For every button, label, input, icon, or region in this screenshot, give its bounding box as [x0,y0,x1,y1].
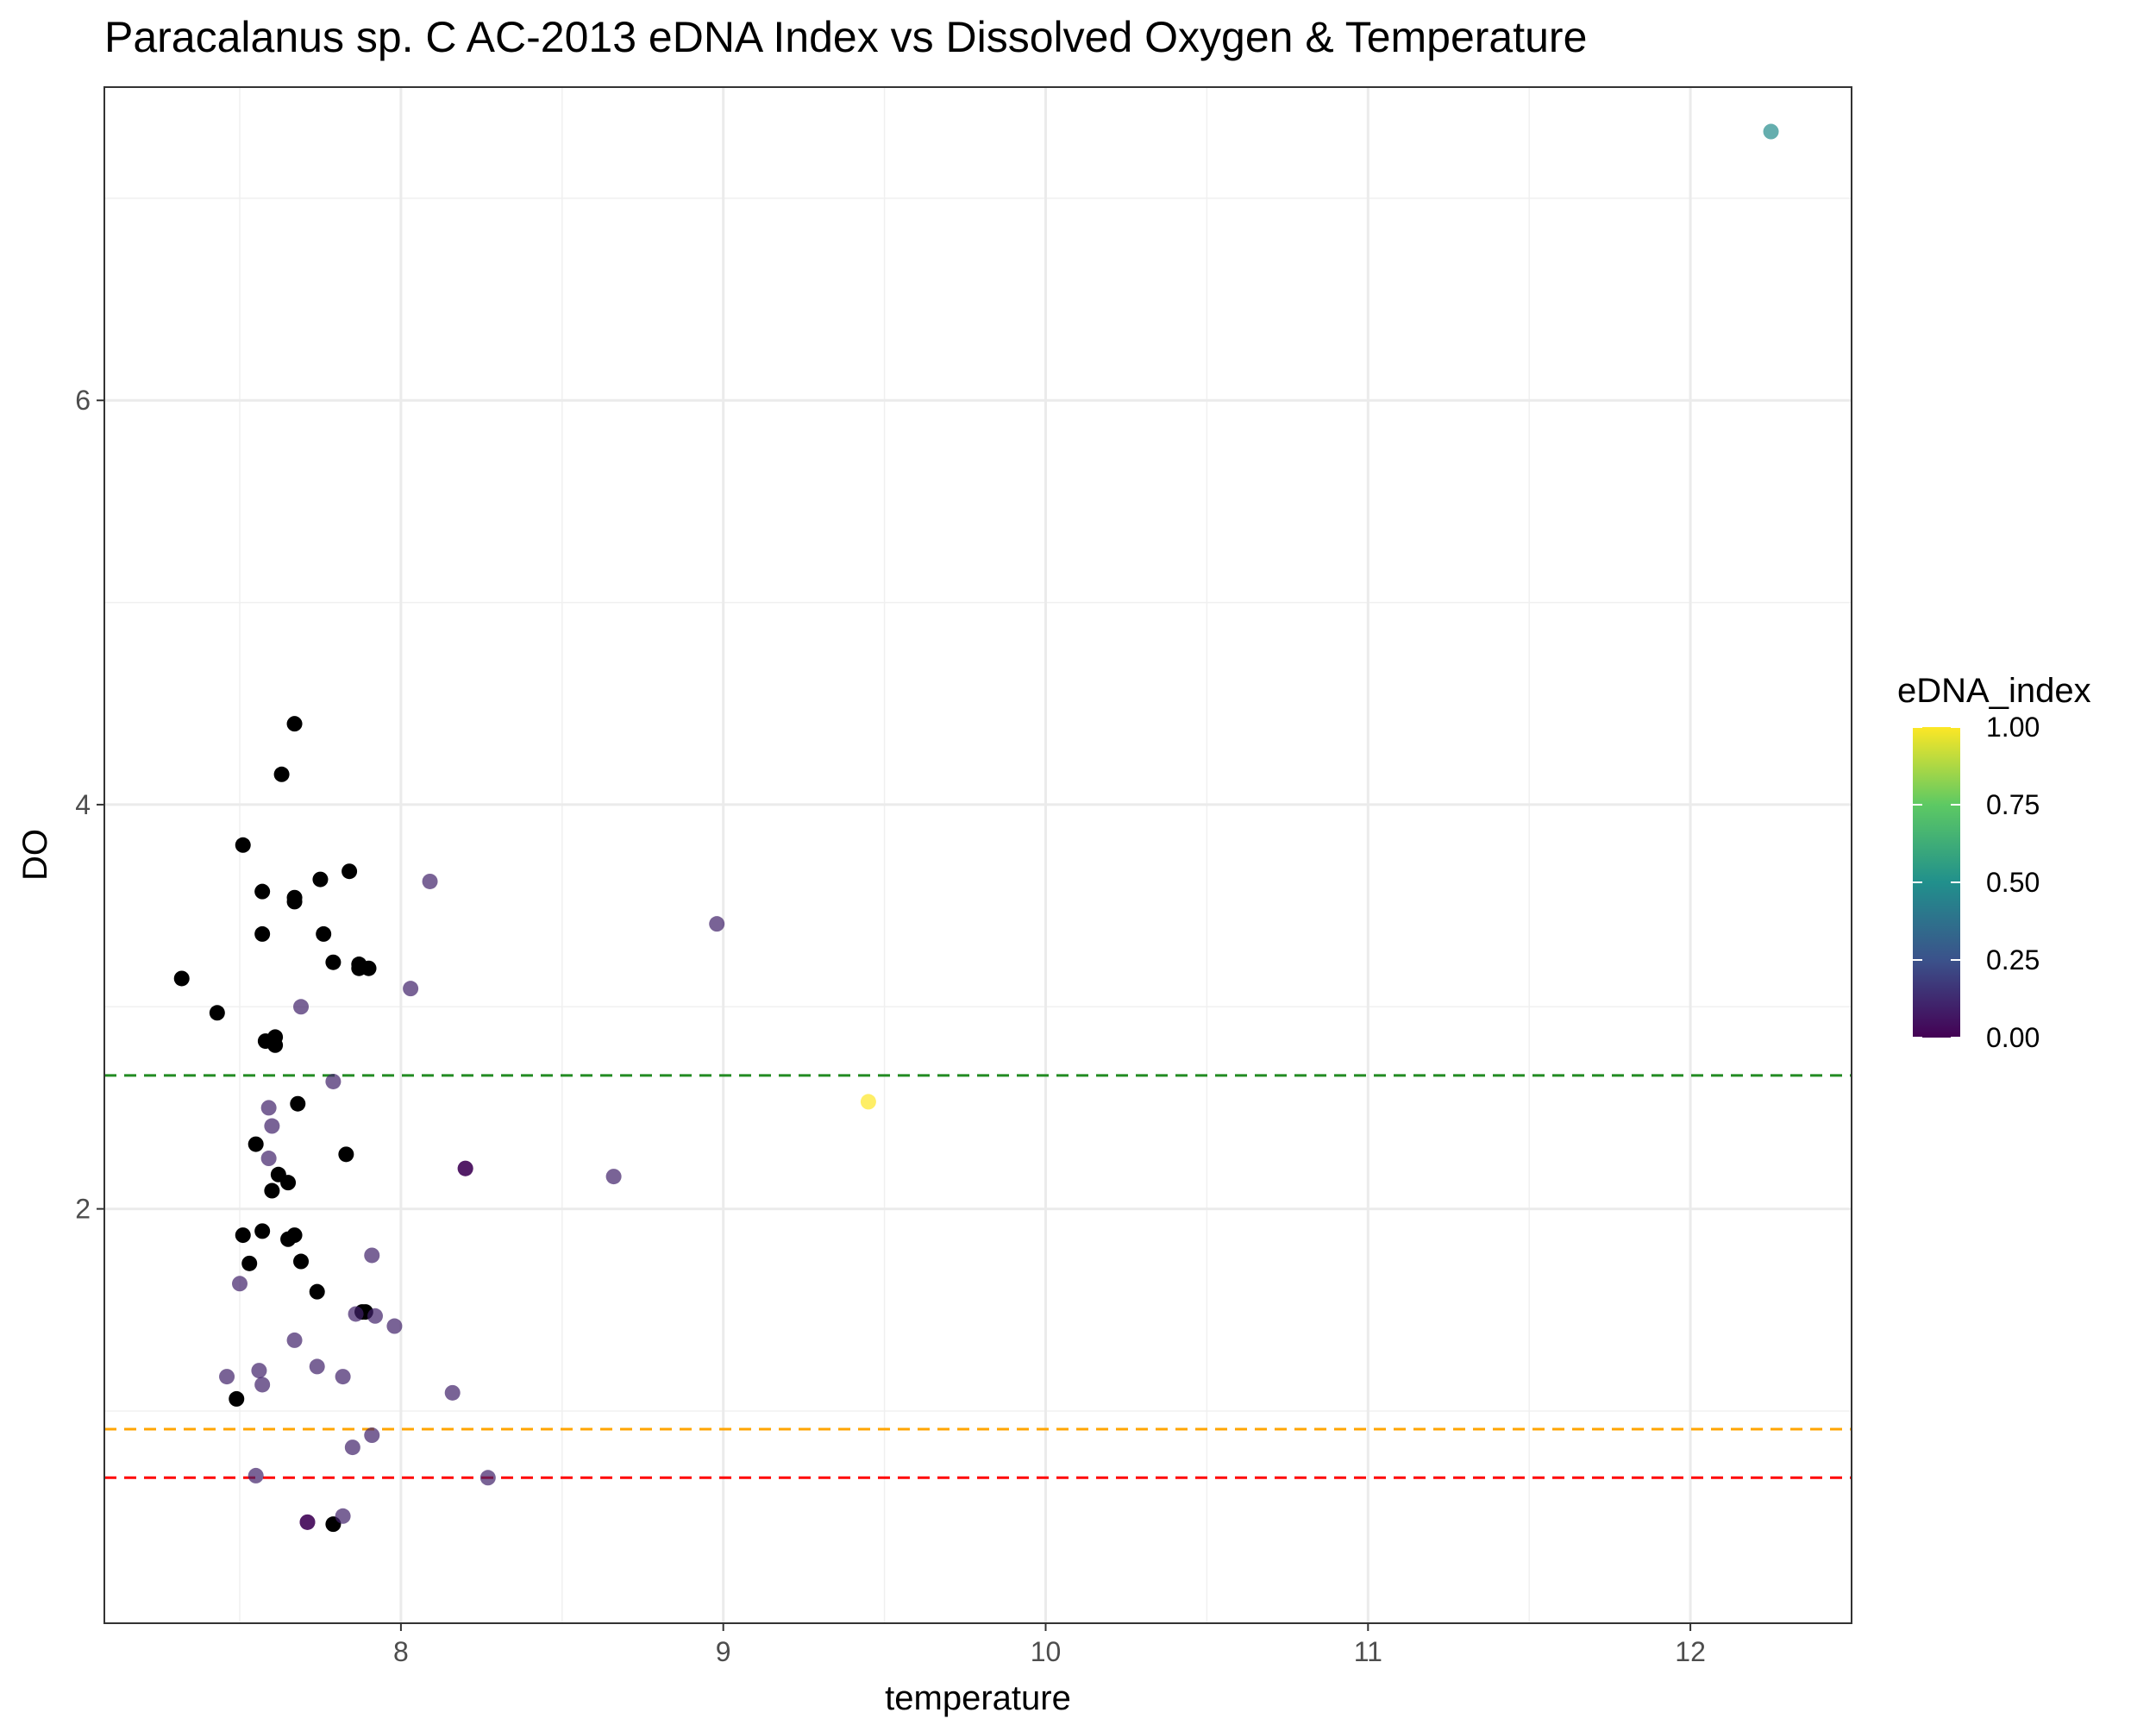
data-point [335,1508,351,1524]
legend-tick-label: 0.50 [1986,867,2040,898]
data-point [348,1306,364,1322]
x-tick-label: 9 [716,1636,731,1667]
data-point [209,1005,225,1021]
data-point [360,960,377,976]
data-point [364,1427,380,1444]
data-point [338,1146,354,1163]
data-point [260,1100,277,1116]
legend-tick-label: 1.00 [1986,712,2040,743]
chart-title: Paracalanus sp. C AC-2013 eDNA Index vs … [104,13,1587,61]
data-point [403,981,419,997]
y-tick-label: 6 [75,385,91,416]
data-point [248,1467,264,1484]
data-point [457,1160,473,1176]
data-point [605,1169,622,1185]
data-point [342,863,358,880]
data-point [235,837,251,853]
x-tick-label: 8 [393,1636,409,1667]
data-point [260,1151,277,1167]
data-point [286,716,303,732]
data-point [280,1175,297,1191]
x-tick-label: 12 [1675,1636,1706,1667]
data-point [309,1358,325,1375]
data-point [254,1377,271,1393]
data-point [444,1384,461,1401]
gridlines [104,87,1852,1623]
data-point [219,1369,235,1385]
plot-border [103,86,1852,1624]
data-point [286,1332,303,1348]
legend-title: eDNA_index [1897,672,2091,710]
x-axis-ticks: 8 9 10 11 12 [393,1623,1706,1667]
data-point [280,1231,297,1247]
data-point [344,1440,360,1456]
legend-tick-label: 0.75 [1986,789,2040,820]
data-point [293,999,310,1015]
data-point [286,894,303,910]
data-point [251,1363,267,1379]
data-point [254,925,271,942]
data-point [386,1318,403,1334]
legend-tick-label: 0.00 [1986,1022,2040,1053]
reference-lines [104,1074,1852,1479]
data-point [422,873,438,889]
y-axis-ticks: 2 4 6 [75,385,104,1225]
plot-panel [104,87,1852,1623]
data-point [267,1037,284,1053]
data-points [173,123,1779,1533]
data-point [264,1182,280,1199]
data-point [335,1369,351,1385]
data-point [479,1470,496,1486]
data-point [325,1073,342,1089]
data-point [367,1308,383,1324]
data-point [241,1255,258,1271]
data-point [299,1514,316,1530]
data-point [293,1253,310,1270]
data-point [312,871,329,888]
data-point [235,1227,251,1244]
data-point [248,1136,264,1152]
data-point [860,1094,876,1110]
data-point [290,1095,306,1112]
legend: eDNA_index 0.00 0.25 0.50 0.75 1.00 [1897,672,2091,1053]
data-point [309,1283,325,1300]
data-point [254,1223,271,1239]
data-point [1763,123,1779,140]
data-point [316,925,332,942]
data-point [273,766,290,782]
data-point [709,916,725,932]
y-axis-title: DO [16,829,54,881]
x-tick-label: 11 [1354,1636,1382,1667]
data-point [173,970,190,987]
y-tick-label: 2 [75,1194,91,1225]
data-point [364,1247,380,1264]
data-point [231,1276,248,1292]
x-axis-title: temperature [885,1679,1071,1717]
data-point [325,954,342,970]
data-point [264,1118,280,1134]
data-point [254,883,271,900]
y-tick-label: 4 [75,789,91,820]
legend-tick-label: 0.25 [1986,944,2040,975]
data-point [229,1390,245,1407]
legend-ticks: 0.00 0.25 0.50 0.75 1.00 [1913,712,2040,1053]
x-tick-label: 10 [1031,1636,1062,1667]
